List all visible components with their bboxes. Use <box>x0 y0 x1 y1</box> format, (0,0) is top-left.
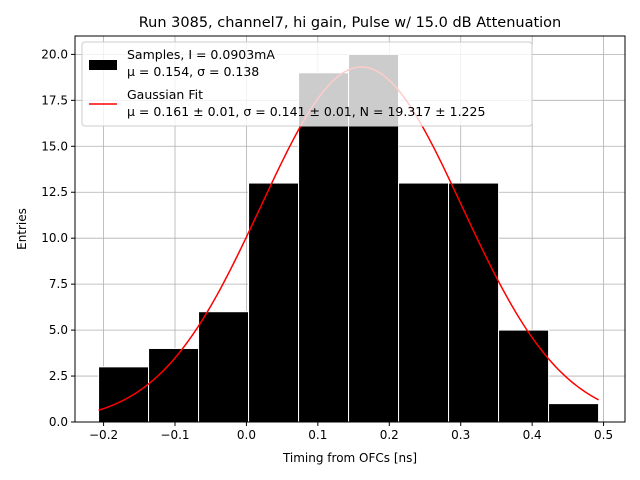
y-axis-ticks: 0.0 2.5 5.0 7.5 10.0 12.5 15.0 17.5 20.0 <box>41 47 75 429</box>
y-axis-label: Entries <box>15 208 29 250</box>
legend-samples-swatch <box>89 60 117 70</box>
legend-samples-line1: Samples, I = 0.0903mA <box>127 47 275 62</box>
histogram-bar-7 <box>448 182 500 423</box>
y-tick-label-7: 17.5 <box>41 93 68 107</box>
histogram-bar-6 <box>398 182 450 423</box>
histogram-bar-3 <box>248 182 300 423</box>
x-tick-label-1: −0.1 <box>160 428 189 442</box>
histogram-bar-0 <box>98 366 150 423</box>
histogram-bar-8 <box>498 329 550 423</box>
legend-box <box>81 41 533 127</box>
plot-frame <box>74 35 626 423</box>
y-tick-label-0: 0.0 <box>49 415 68 429</box>
histogram-bars <box>98 53 600 423</box>
x-tick-label-3: 0.1 <box>308 428 327 442</box>
legend-fit-line2: μ = 0.161 ± 0.01, σ = 0.141 ± 0.01, N = … <box>127 104 485 119</box>
y-tick-label-5: 12.5 <box>41 185 68 199</box>
x-tick-label-4: 0.2 <box>380 428 399 442</box>
x-tick-label-7: 0.5 <box>594 428 613 442</box>
x-tick-label-0: −0.2 <box>89 428 118 442</box>
histogram-bar-9 <box>548 403 600 423</box>
x-axis-ticks: −0.2 −0.1 0.0 0.1 0.2 0.3 0.4 0.5 <box>89 422 613 442</box>
histogram-bar-4 <box>298 72 350 423</box>
x-axis-label: Timing from OFCs [ns] <box>282 451 417 465</box>
y-tick-label-6: 15.0 <box>41 139 68 153</box>
y-tick-label-1: 2.5 <box>49 369 68 383</box>
y-tick-label-3: 7.5 <box>49 277 68 291</box>
y-tick-label-4: 10.0 <box>41 231 68 245</box>
x-tick-label-5: 0.3 <box>451 428 470 442</box>
legend-fit-line1: Gaussian Fit <box>127 87 203 102</box>
chart-title: Run 3085, channel7, hi gain, Pulse w/ 15… <box>139 15 562 31</box>
y-tick-label-8: 20.0 <box>41 47 68 61</box>
histogram-bar-2 <box>198 311 250 423</box>
y-tick-label-2: 5.0 <box>49 323 68 337</box>
legend-samples-line2: μ = 0.154, σ = 0.138 <box>127 64 259 79</box>
legend: Samples, I = 0.0903mA μ = 0.154, σ = 0.1… <box>81 41 533 127</box>
x-tick-label-6: 0.4 <box>523 428 542 442</box>
x-tick-label-2: 0.0 <box>237 428 256 442</box>
